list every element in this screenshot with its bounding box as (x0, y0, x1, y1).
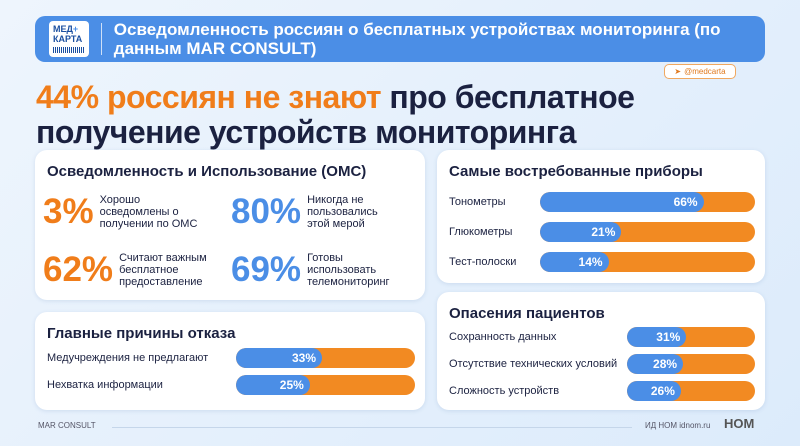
stat-text: Готовы использовать телемониторинг (307, 252, 390, 288)
headline: 44% россиян не знают про бесплатное полу… (36, 79, 635, 150)
bar-fill: 28% (627, 354, 684, 374)
bar-label: Тест-полоски (449, 256, 517, 268)
stat-value: 69% (231, 250, 302, 289)
bar-track: 21% (540, 222, 755, 242)
bar-row: Медучреждения не предлагают 33% (47, 348, 415, 368)
stat-item: 80% Никогда не пользовались этой мерой (231, 192, 402, 232)
header-banner: МЕД+ КАРТА Осведомленность россиян о бес… (35, 16, 765, 62)
bar-fill: 31% (627, 327, 687, 347)
stat-value: 62% (43, 250, 114, 289)
bar-fill: 26% (627, 381, 681, 401)
bar-fill: 14% (540, 252, 609, 272)
header-title: Осведомленность россиян о бесплатных уст… (113, 20, 721, 58)
telegram-tag[interactable]: ➤ @medcarta (664, 64, 736, 79)
stat-text: Никогда не пользовались этой мерой (307, 194, 378, 230)
medkarta-logo: МЕД+ КАРТА (49, 21, 89, 57)
bar-fill: 25% (236, 375, 310, 395)
bar-track: 14% (540, 252, 755, 272)
devices-card: Самые востребованные приборы Тонометры 66%… (437, 150, 765, 283)
stat-value: 80% (231, 192, 302, 231)
card-title: Самые востребованные приборы (449, 163, 703, 180)
source-label: MAR CONSULT (38, 421, 96, 430)
bar-label: Отсутствие технических условий (449, 358, 618, 370)
bar-fill: 33% (236, 348, 322, 368)
stat-text: Хорошо осведомлены о получении по ОМС (99, 194, 198, 230)
nom-logo: НОМ (724, 416, 755, 431)
bar-fill: 66% (540, 192, 704, 212)
stat-item: 62% Считают важным бесплатное предоставле… (43, 250, 231, 290)
concerns-card: Опасения пациентов Сохранность данных 31% О… (437, 292, 765, 410)
stat-text: Считают важным бесплатное предоставление (119, 252, 207, 288)
bar-track: 33% (236, 348, 415, 368)
awareness-card: Осведомленность и Использование (ОМС) 3%… (35, 150, 425, 300)
bar-label: Тонометры (449, 196, 506, 208)
footer-line (112, 427, 632, 428)
bar-track: 26% (627, 381, 755, 401)
refusal-card: Главные причины отказа Медучреждения не п… (35, 312, 425, 410)
stat-value: 3% (43, 192, 94, 231)
divider (101, 23, 102, 55)
bar-track: 66% (540, 192, 755, 212)
telegram-icon: ➤ (674, 67, 682, 76)
bar-label: Сложность устройств (449, 385, 560, 397)
bar-track: 25% (236, 375, 415, 395)
publisher-label: ИД НОМ idnom.ru (645, 421, 711, 430)
bar-row: Сохранность данных 31% (449, 327, 755, 347)
bar-track: 31% (627, 327, 755, 347)
bar-label: Медучреждения не предлагают (47, 352, 209, 364)
bar-label: Глюкометры (449, 226, 513, 238)
bar-track: 28% (627, 354, 755, 374)
bar-label: Нехватка информации (47, 379, 163, 391)
bar-fill: 21% (540, 222, 622, 242)
bar-row: Тонометры 66% (449, 192, 755, 212)
bar-row: Глюкометры 21% (449, 222, 755, 242)
bar-label: Сохранность данных (449, 331, 557, 343)
card-title: Осведомленность и Использование (ОМС) (47, 163, 367, 180)
stat-item: 3% Хорошо осведомлены о получении по ОМС (43, 192, 212, 232)
bar-row: Отсутствие технических условий 28% (449, 354, 755, 374)
card-title: Главные причины отказа (47, 325, 236, 342)
stat-item: 69% Готовы использовать телемониторинг (231, 250, 402, 290)
bar-row: Нехватка информации 25% (47, 375, 415, 395)
card-title: Опасения пациентов (449, 305, 605, 322)
bar-row: Тест-полоски 14% (449, 252, 755, 272)
bar-row: Сложность устройств 26% (449, 381, 755, 401)
